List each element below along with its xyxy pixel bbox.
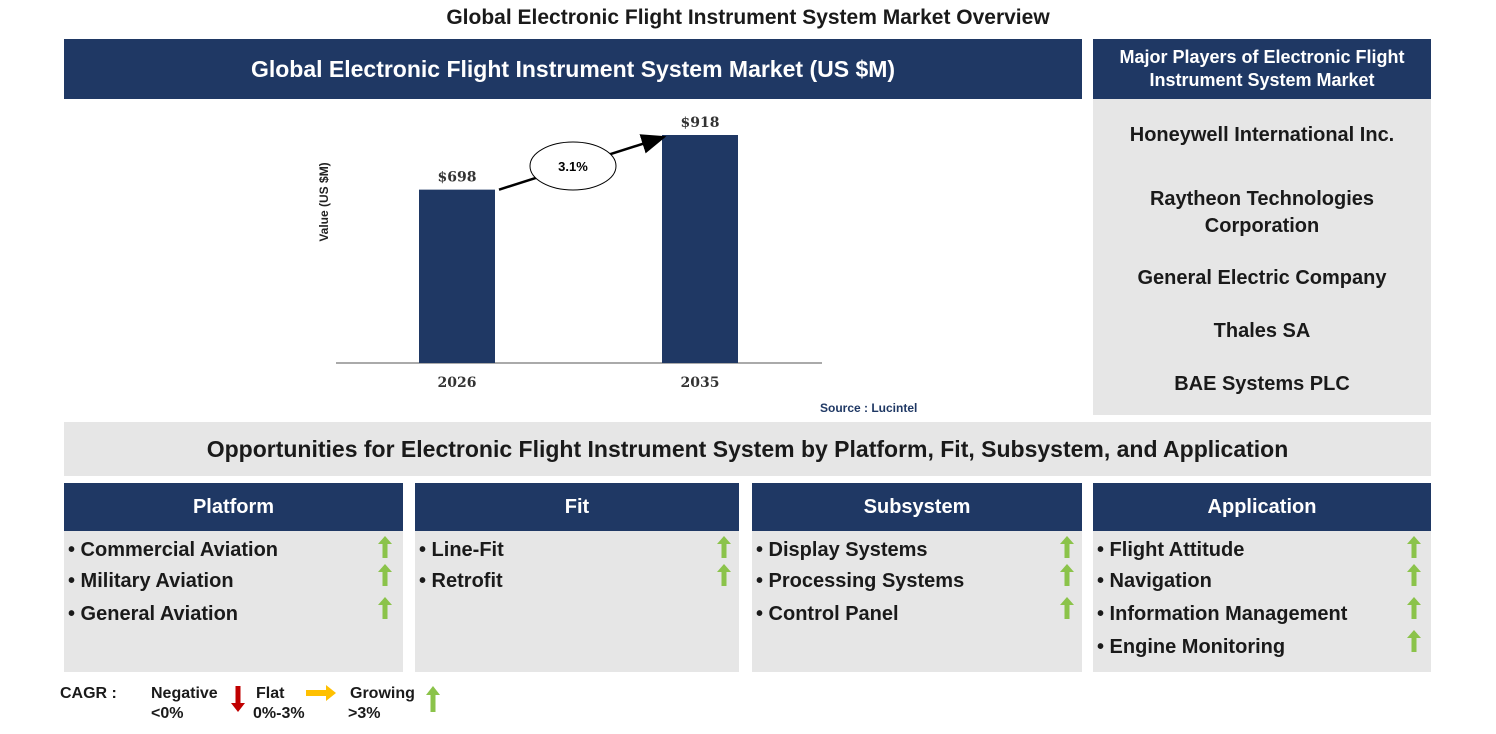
player-thales: Thales SA xyxy=(1213,320,1311,342)
cagr-bubble xyxy=(529,141,617,191)
y-axis-label: Value (US $M) xyxy=(317,162,331,241)
segment-header-subsystem: Subsystem xyxy=(752,483,1082,531)
list-item: • Military Aviation xyxy=(68,570,234,592)
segment-header-fit: Fit xyxy=(415,483,739,531)
segment-header-platform: Platform xyxy=(64,483,403,531)
list-item: • Navigation xyxy=(1097,570,1212,592)
legend-negative-label: Negative xyxy=(151,685,218,702)
legend-growing-range: >3% xyxy=(348,705,381,722)
growing-arrow-icon xyxy=(378,597,392,619)
growing-arrow-icon xyxy=(426,686,440,712)
bar-value-label: $698 xyxy=(438,170,477,186)
bar-value-label: $918 xyxy=(681,115,720,131)
legend-growing-label: Growing xyxy=(350,685,415,702)
x-tick-label: 2026 xyxy=(438,375,477,391)
list-item: • General Aviation xyxy=(68,603,239,625)
flat-arrow-icon xyxy=(306,685,336,701)
segment-application: • Flight Attitude • Navigation • Informa… xyxy=(1093,531,1431,672)
growing-arrow-icon xyxy=(1407,564,1421,586)
chart-header: Global Electronic Flight Instrument Syst… xyxy=(64,39,1082,99)
growing-arrow-icon xyxy=(1060,597,1074,619)
growing-arrow-icon xyxy=(1407,597,1421,619)
segment-platform: • Commercial Aviation • Military Aviatio… xyxy=(64,531,403,672)
player-honeywell: Honeywell International Inc. xyxy=(1129,124,1395,146)
list-item: • Control Panel xyxy=(756,603,899,625)
bar-2035 xyxy=(662,135,738,363)
player-bae: BAE Systems PLC xyxy=(1174,373,1350,395)
players-list: Honeywell International Inc. Raytheon Te… xyxy=(1093,99,1431,415)
growing-arrow-icon xyxy=(717,536,731,558)
page-title: Global Electronic Flight Instrument Syst… xyxy=(446,6,1050,29)
list-item: • Processing Systems xyxy=(756,570,965,592)
list-item: • Commercial Aviation xyxy=(68,539,279,561)
segment-fit: • Line-Fit • Retrofit xyxy=(415,531,739,672)
bar-2026 xyxy=(419,189,495,363)
growing-arrow-icon xyxy=(1407,536,1421,558)
list-item: • Display Systems xyxy=(756,539,928,561)
list-item: • Line-Fit xyxy=(419,539,504,561)
segment-header-application: Application xyxy=(1093,483,1431,531)
legend-negative-range: <0% xyxy=(151,705,184,722)
source-note: Source : Lucintel xyxy=(820,401,918,415)
player-raytheon: Raytheon Technologies Corporation xyxy=(1149,188,1375,237)
cagr-label: 3.1% xyxy=(558,159,588,174)
players-header: Major Players of Electronic Flight Instr… xyxy=(1093,39,1431,99)
growing-arrow-icon xyxy=(717,564,731,586)
growing-arrow-icon xyxy=(1407,630,1421,652)
x-tick-label: 2035 xyxy=(681,375,720,391)
list-item: • Information Management xyxy=(1097,603,1348,625)
segment-subsystem: • Display Systems • Processing Systems •… xyxy=(752,531,1082,672)
growing-arrow-icon xyxy=(1060,564,1074,586)
list-item: • Flight Attitude xyxy=(1097,539,1245,561)
bar-chart: Value (US $M) $698 2026 $918 2035 3.1% xyxy=(300,100,940,420)
legend-flat-label: Flat xyxy=(256,685,285,702)
player-ge: General Electric Company xyxy=(1137,267,1387,289)
list-item: • Retrofit xyxy=(419,570,503,592)
legend-flat-range: 0%-3% xyxy=(253,705,305,722)
growing-arrow-icon xyxy=(378,564,392,586)
list-item: • Engine Monitoring xyxy=(1097,636,1286,658)
opportunities-title: Opportunities for Electronic Flight Inst… xyxy=(64,422,1431,476)
negative-arrow-icon xyxy=(231,686,245,712)
growing-arrow-icon xyxy=(1060,536,1074,558)
legend-cagr-label: CAGR : xyxy=(60,685,117,702)
growing-arrow-icon xyxy=(378,536,392,558)
chart-svg: Value (US $M) $698 2026 $918 2035 3.1% xyxy=(317,115,822,391)
